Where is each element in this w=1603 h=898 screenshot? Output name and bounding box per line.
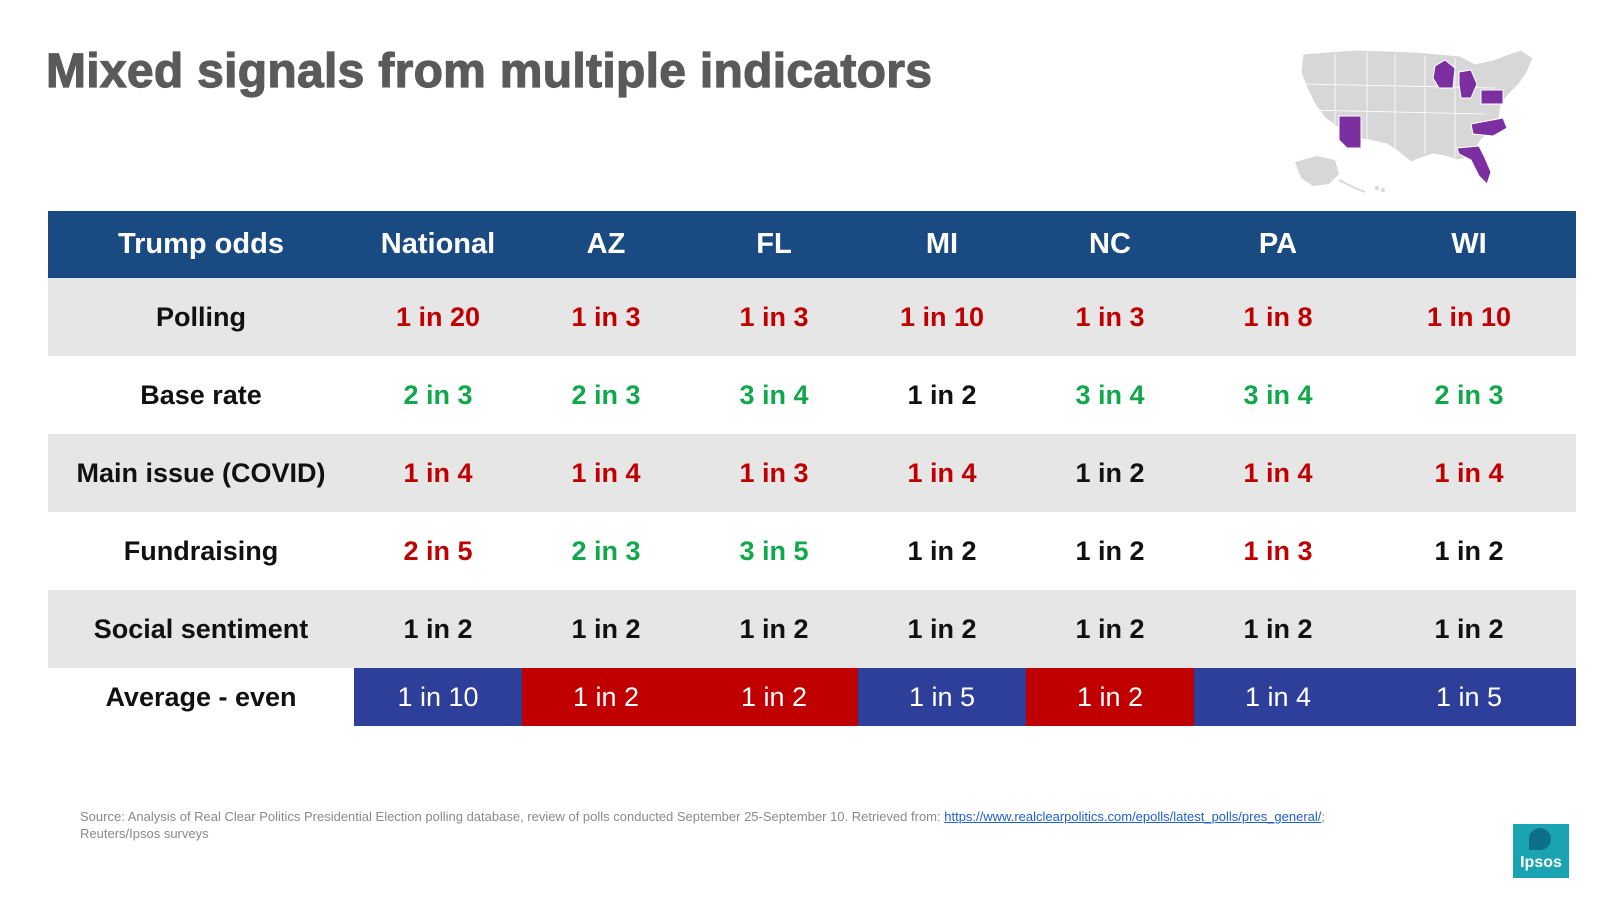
odds-cell: 1 in 2	[1075, 535, 1145, 566]
source-note: Source: Analysis of Real Clear Politics …	[80, 808, 1400, 842]
header-cell: Trump odds	[118, 228, 284, 260]
header-cell: FL	[756, 228, 792, 260]
odds-cell: 1 in 2	[907, 613, 977, 644]
table-row: Polling 1 in 20 1 in 3 1 in 3 1 in 10 1 in 3 1…	[48, 278, 1576, 356]
odds-cell: 1 in 4	[403, 457, 473, 488]
average-cell: 1 in 10	[354, 668, 522, 726]
header-cell: NC	[1089, 228, 1131, 260]
header-cell: WI	[1451, 228, 1487, 260]
table-header-row: Trump odds National AZ FL MI NC PA WI	[48, 211, 1576, 278]
average-cell: 1 in 2	[690, 668, 858, 726]
odds-cell: 2 in 3	[571, 379, 641, 410]
odds-cell: 3 in 4	[1075, 379, 1145, 410]
logo-shape	[1529, 828, 1551, 850]
us-map-icon	[1295, 49, 1534, 193]
table-row: Social sentiment 1 in 2 1 in 2 1 in 2 1 in 2…	[48, 590, 1576, 668]
odds-cell: 1 in 8	[1243, 301, 1313, 332]
odds-cell: 1 in 2	[907, 535, 977, 566]
table-row: Main issue (COVID) 1 in 4 1 in 4 1 in 3 1 in…	[48, 434, 1576, 512]
odds-cell: 1 in 4	[571, 457, 641, 488]
odds-cell: 1 in 4	[907, 457, 977, 488]
odds-cell: 1 in 4	[1434, 457, 1504, 488]
odds-cell: 2 in 5	[403, 535, 473, 566]
average-cell: 1 in 5	[1362, 668, 1576, 726]
odds-cell: 1 in 2	[571, 613, 641, 644]
map-state-nc	[1470, 117, 1508, 137]
odds-cell: 3 in 5	[739, 535, 809, 566]
table-row: Fundraising 2 in 5 2 in 3 3 in 5 1 in 2 1 in …	[48, 512, 1576, 590]
table-body: Polling 1 in 20 1 in 3 1 in 3 1 in 10 1 in 3 1…	[48, 278, 1576, 726]
odds-cell: 1 in 2	[1434, 535, 1504, 566]
ipsos-logo-icon: Ipsos	[1513, 824, 1569, 878]
odds-cell: 3 in 4	[1243, 379, 1313, 410]
map-state-pa	[1480, 89, 1504, 105]
odds-table: Trump odds National AZ FL MI NC PA WI Po…	[48, 211, 1576, 726]
average-cell: 1 in 5	[858, 668, 1026, 726]
odds-cell: 2 in 3	[571, 535, 641, 566]
source-line2: Reuters/Ipsos surveys	[80, 826, 209, 841]
map-state-wi	[1432, 59, 1456, 89]
odds-cell: 2 in 3	[1434, 379, 1504, 410]
odds-cell: 1 in 10	[899, 301, 985, 332]
map-state-fl	[1456, 145, 1492, 185]
header-cell: MI	[925, 228, 959, 260]
odds-cell: 1 in 3	[571, 301, 641, 332]
row-label: Polling	[156, 301, 246, 332]
odds-cell: 1 in 10	[1426, 301, 1512, 332]
average-cell: 1 in 2	[1026, 668, 1194, 726]
odds-cell: 1 in 20	[395, 301, 481, 332]
map-state-az	[1338, 115, 1362, 149]
header-cell: National	[380, 228, 496, 260]
average-cell: 1 in 2	[522, 668, 690, 726]
row-label: Fundraising	[123, 535, 279, 566]
source-suffix: ;	[1321, 809, 1326, 824]
page-title: Mixed signals from multiple indicators	[45, 44, 933, 98]
odds-cell: 1 in 4	[1243, 457, 1313, 488]
row-label: Main issue (COVID)	[76, 457, 326, 488]
odds-cell: 1 in 2	[907, 379, 977, 410]
odds-cell: 1 in 3	[1243, 535, 1313, 566]
source-link[interactable]: https://www.realclearpolitics.com/epolls…	[944, 809, 1322, 824]
odds-cell: 1 in 2	[739, 613, 809, 644]
table-row: Base rate 2 in 3 2 in 3 3 in 4 1 in 2 3 in 4 3…	[48, 356, 1576, 434]
source-text: Source: Analysis of Real Clear Politics …	[80, 809, 945, 824]
odds-cell: 1 in 3	[1075, 301, 1145, 332]
odds-cell: 1 in 3	[739, 457, 809, 488]
odds-cell: 1 in 2	[1075, 457, 1145, 488]
odds-cell: 2 in 3	[403, 379, 473, 410]
map-state-mi	[1458, 69, 1478, 99]
row-label: Average - even	[48, 668, 354, 726]
odds-cell: 1 in 2	[1243, 613, 1313, 644]
header-cell: AZ	[586, 228, 626, 260]
row-label: Base rate	[140, 379, 262, 410]
odds-cell: 1 in 2	[403, 613, 473, 644]
logo-text: Ipsos	[1520, 854, 1562, 871]
header-cell: PA	[1258, 228, 1298, 260]
odds-cell: 1 in 3	[739, 301, 809, 332]
average-cell: 1 in 4	[1194, 668, 1362, 726]
odds-cell: 3 in 4	[739, 379, 809, 410]
odds-cell: 1 in 2	[1434, 613, 1504, 644]
odds-cell: 1 in 2	[1075, 613, 1145, 644]
row-label: Social sentiment	[93, 613, 309, 644]
